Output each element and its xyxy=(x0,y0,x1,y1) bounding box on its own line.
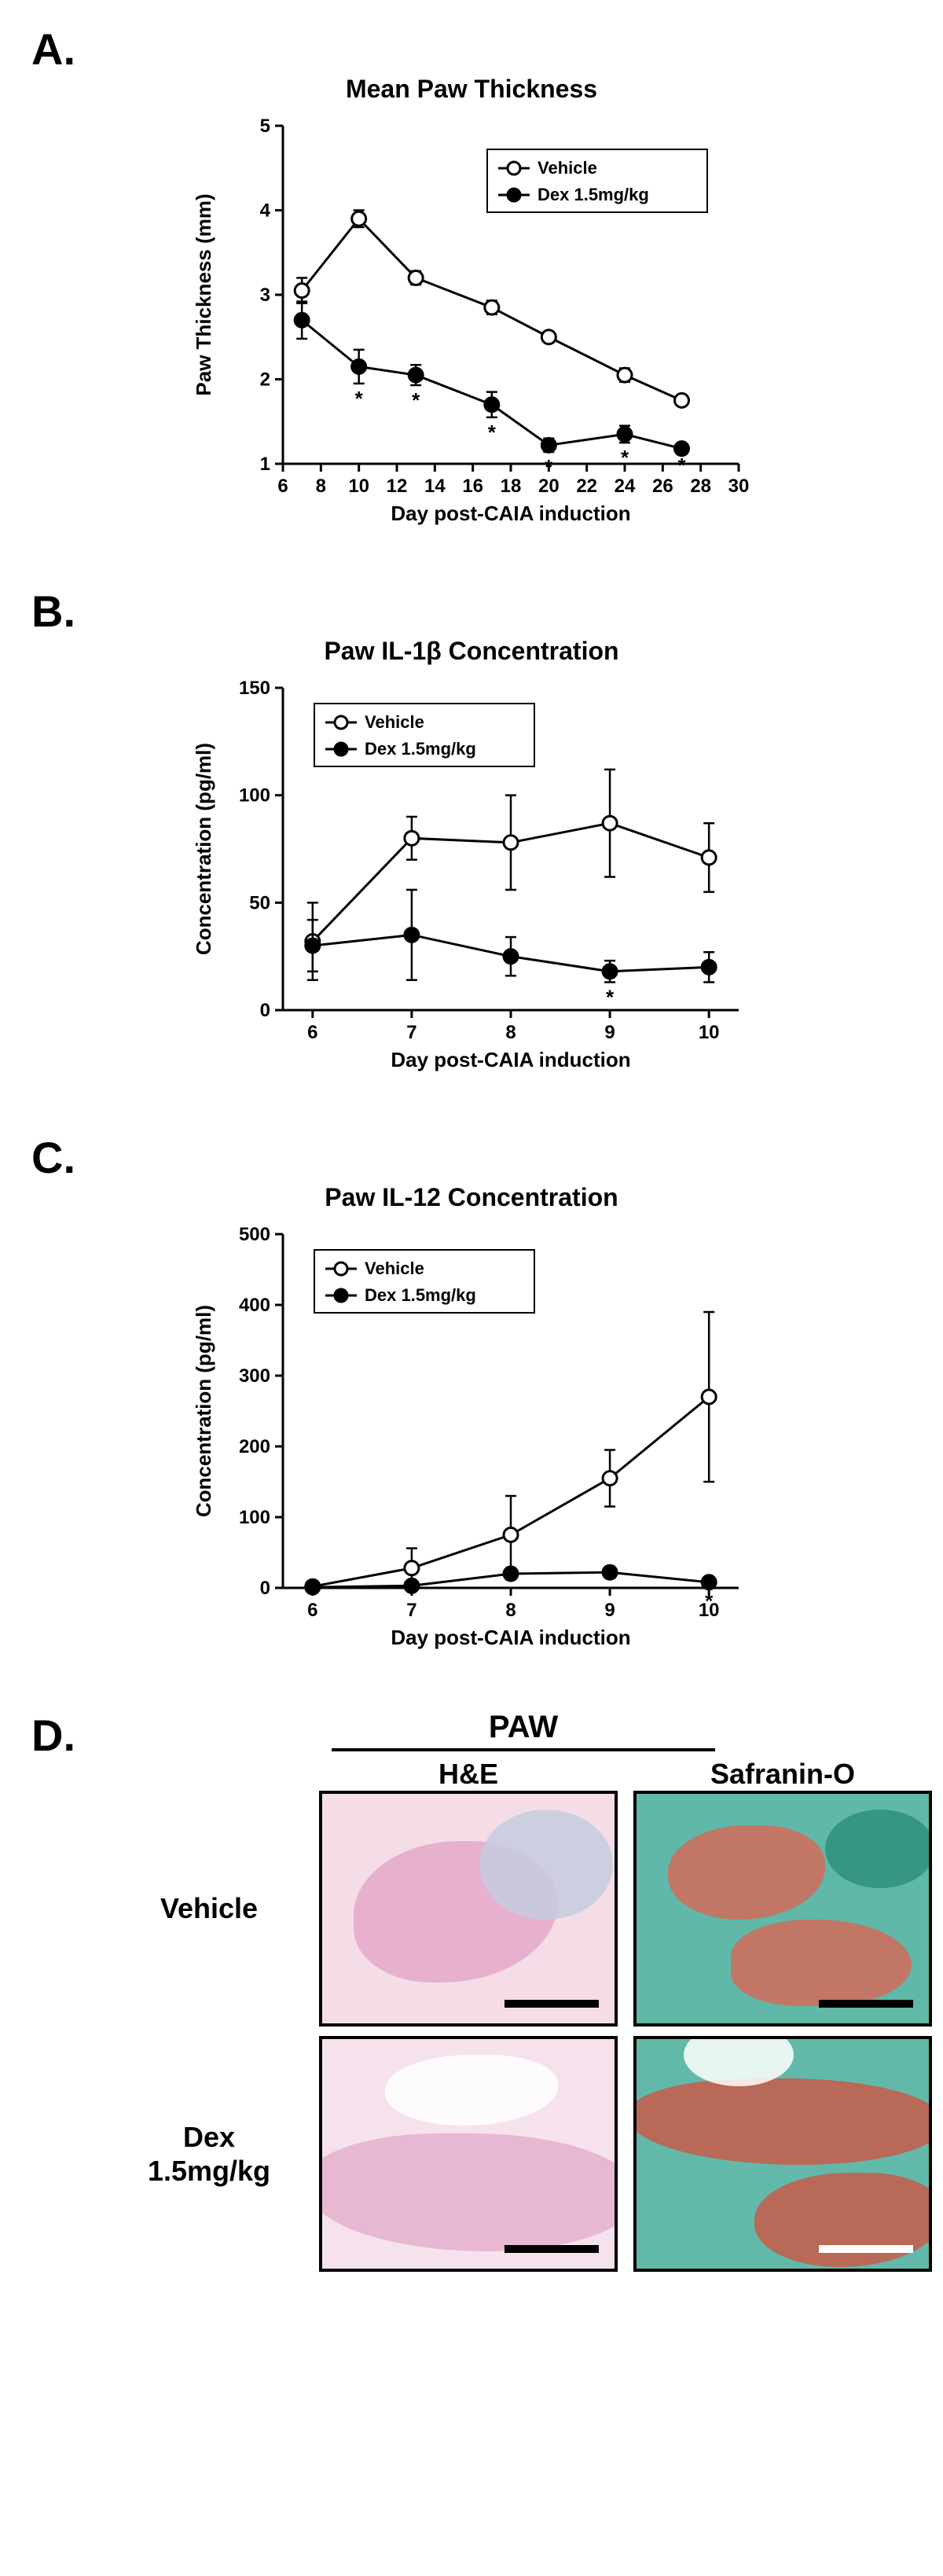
svg-text:24: 24 xyxy=(615,476,636,497)
row-dex-label: Dex1.5mg/kg xyxy=(107,2120,311,2188)
svg-text:8: 8 xyxy=(505,1022,516,1043)
image-safranin-dex xyxy=(633,2036,932,2272)
svg-text:Dex 1.5mg/kg: Dex 1.5mg/kg xyxy=(365,1285,476,1305)
chart-c-title: Paw IL-12 Concentration xyxy=(189,1183,754,1212)
svg-text:100: 100 xyxy=(239,785,270,807)
panel-b: B. Paw IL-1β Concentration 6789100501001… xyxy=(31,586,912,1085)
svg-text:Paw Thickness (mm): Paw Thickness (mm) xyxy=(192,193,215,395)
svg-text:10: 10 xyxy=(699,1022,720,1043)
panel-c: C. Paw IL-12 Concentration 6789100100200… xyxy=(31,1132,912,1663)
panel-a-label: A. xyxy=(31,24,912,75)
svg-text:5: 5 xyxy=(260,116,270,137)
svg-text:16: 16 xyxy=(462,476,483,497)
histology-row-vehicle: Vehicle xyxy=(107,1791,940,2027)
svg-text:Dex 1.5mg/kg: Dex 1.5mg/kg xyxy=(538,185,649,204)
panel-d: D. PAW H&E Safranin-O Vehicle Dex1.5mg/k… xyxy=(31,1710,912,2281)
panel-d-label: D. xyxy=(31,1710,75,1761)
svg-text:Concentration (pg/ml): Concentration (pg/ml) xyxy=(192,1305,215,1517)
svg-text:300: 300 xyxy=(239,1365,270,1387)
svg-text:6: 6 xyxy=(277,476,288,497)
svg-text:Day post-CAIA induction: Day post-CAIA induction xyxy=(391,1048,630,1071)
panel-a: A. Mean Paw Thickness 681012141618202224… xyxy=(31,24,912,538)
svg-text:0: 0 xyxy=(260,1578,270,1599)
chart-a-svg: 68101214161820222426283012345Day post-CA… xyxy=(189,110,754,535)
histology-grid: PAW H&E Safranin-O Vehicle Dex1.5mg/kg xyxy=(107,1710,940,2281)
svg-text:3: 3 xyxy=(260,285,270,306)
svg-text:8: 8 xyxy=(505,1600,516,1621)
svg-text:Day post-CAIA induction: Day post-CAIA induction xyxy=(391,502,630,525)
svg-text:Vehicle: Vehicle xyxy=(365,712,424,732)
svg-text:*: * xyxy=(355,387,364,410)
svg-text:2: 2 xyxy=(260,369,270,391)
chart-b: Paw IL-1β Concentration 678910050100150D… xyxy=(189,637,754,1085)
image-safranin-vehicle xyxy=(633,1791,932,2027)
svg-text:12: 12 xyxy=(387,476,408,497)
svg-text:Concentration (pg/ml): Concentration (pg/ml) xyxy=(192,743,215,955)
svg-text:Day post-CAIA induction: Day post-CAIA induction xyxy=(391,1626,630,1649)
svg-text:22: 22 xyxy=(576,476,597,497)
chart-b-title: Paw IL-1β Concentration xyxy=(189,637,754,666)
svg-text:*: * xyxy=(677,454,686,477)
image-he-dex xyxy=(319,2036,618,2272)
svg-text:400: 400 xyxy=(239,1295,270,1316)
svg-text:*: * xyxy=(606,985,615,1009)
svg-text:10: 10 xyxy=(348,476,369,497)
svg-text:Vehicle: Vehicle xyxy=(365,1259,424,1278)
histology-row-dex: Dex1.5mg/kg xyxy=(107,2036,940,2272)
col-he-label: H&E xyxy=(311,1758,626,1791)
svg-text:9: 9 xyxy=(604,1022,615,1043)
svg-text:9: 9 xyxy=(604,1600,615,1621)
paw-heading: PAW xyxy=(332,1710,715,1758)
svg-text:0: 0 xyxy=(260,1000,270,1021)
panel-c-label: C. xyxy=(31,1132,912,1183)
svg-text:*: * xyxy=(412,388,420,412)
svg-text:8: 8 xyxy=(316,476,326,497)
histology-column-headers: H&E Safranin-O xyxy=(107,1758,940,1791)
chart-b-svg: 678910050100150Day post-CAIA inductionCo… xyxy=(189,672,754,1081)
svg-text:50: 50 xyxy=(249,892,270,913)
svg-text:Dex 1.5mg/kg: Dex 1.5mg/kg xyxy=(365,739,476,759)
svg-text:Vehicle: Vehicle xyxy=(538,158,597,178)
panel-b-label: B. xyxy=(31,586,912,637)
col-safranin-label: Safranin-O xyxy=(626,1758,940,1791)
chart-c: Paw IL-12 Concentration 6789100100200300… xyxy=(189,1183,754,1663)
svg-text:7: 7 xyxy=(406,1600,416,1621)
svg-text:6: 6 xyxy=(307,1022,317,1043)
svg-text:14: 14 xyxy=(424,476,446,497)
image-he-vehicle xyxy=(319,1791,618,2027)
svg-text:*: * xyxy=(621,446,629,469)
svg-text:*: * xyxy=(705,1589,714,1612)
chart-a: Mean Paw Thickness 681012141618202224262… xyxy=(189,75,754,538)
svg-text:26: 26 xyxy=(652,476,673,497)
svg-text:1: 1 xyxy=(260,454,270,475)
svg-text:150: 150 xyxy=(239,678,270,699)
svg-text:7: 7 xyxy=(406,1022,416,1043)
row-vehicle-label: Vehicle xyxy=(107,1891,311,1925)
svg-text:200: 200 xyxy=(239,1436,270,1457)
svg-text:500: 500 xyxy=(239,1224,270,1245)
svg-text:6: 6 xyxy=(307,1600,317,1621)
svg-text:18: 18 xyxy=(501,476,522,497)
chart-a-title: Mean Paw Thickness xyxy=(189,75,754,104)
chart-c-svg: 6789100100200300400500Day post-CAIA indu… xyxy=(189,1218,754,1659)
svg-text:100: 100 xyxy=(239,1507,270,1528)
svg-text:*: * xyxy=(545,455,553,479)
svg-text:30: 30 xyxy=(728,476,750,497)
svg-text:20: 20 xyxy=(538,476,560,497)
svg-text:*: * xyxy=(488,421,497,444)
svg-text:4: 4 xyxy=(260,200,271,222)
svg-text:28: 28 xyxy=(690,476,711,497)
